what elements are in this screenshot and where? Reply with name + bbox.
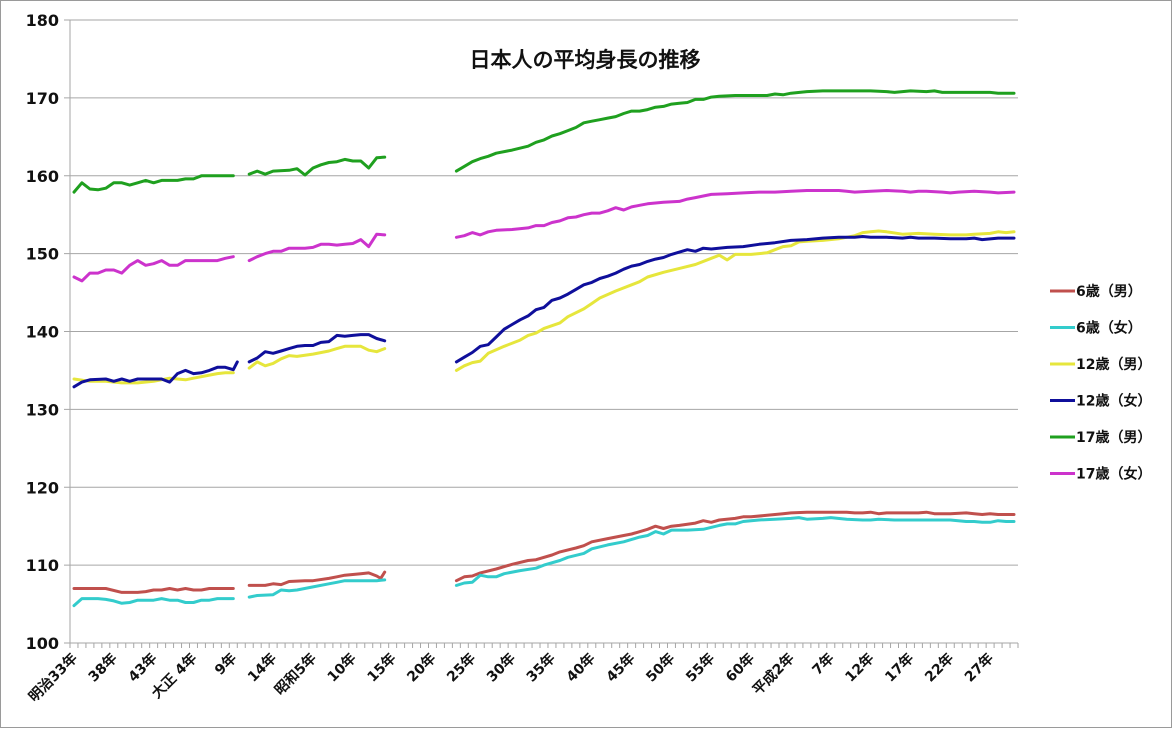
legend-item: 12歳（女）: [1050, 393, 1151, 410]
series-line-1: [247, 578, 387, 599]
y-tick-label: 120: [26, 478, 59, 497]
legend-label: 12歳（女）: [1076, 393, 1151, 410]
y-tick-label: 180: [26, 11, 59, 30]
series-line-0: [72, 587, 235, 594]
x-tick-label: 7年: [809, 650, 838, 679]
series-line-5: [454, 189, 1016, 239]
x-tick-label: 15年: [364, 650, 400, 686]
series-line-5: [72, 255, 235, 283]
x-tick-label: 55年: [682, 650, 718, 686]
y-tick-label: 160: [26, 167, 59, 186]
x-tick-label: 60年: [722, 650, 758, 686]
series-line-3: [454, 235, 1016, 364]
series-line-0: [247, 570, 387, 587]
y-tick-label: 100: [26, 634, 59, 653]
series-line-0: [454, 510, 1016, 583]
x-tick-label: 20年: [404, 650, 440, 686]
x-tick-label: 22年: [921, 650, 957, 686]
legend-item: 6歳（女）: [1050, 320, 1142, 337]
series-line-1: [454, 516, 1016, 587]
series-line-4: [247, 155, 387, 177]
series-line-1: [72, 597, 235, 608]
x-tick-label: 9年: [211, 650, 240, 679]
series-line-4: [72, 174, 235, 194]
x-tick-label: 38年: [85, 650, 121, 686]
series-line-4: [454, 89, 1016, 173]
y-tick-label: 140: [26, 323, 59, 342]
x-tick-label: 14年: [244, 650, 280, 686]
legend-label: 6歳（男）: [1076, 283, 1142, 300]
series-line-2: [454, 229, 1016, 372]
y-tick-label: 110: [26, 556, 59, 575]
legend-item: 6歳（男）: [1050, 283, 1142, 300]
series-line-5: [247, 232, 387, 263]
legend-label: 17歳（女）: [1076, 466, 1151, 483]
x-tick-label: 10年: [324, 650, 360, 686]
series-line-3: [247, 333, 387, 364]
x-tick-label: 50年: [643, 650, 679, 686]
chart-title: 日本人の平均身長の推移: [470, 48, 701, 72]
legend-label: 6歳（女）: [1076, 320, 1142, 337]
x-tick-label: 43年: [125, 650, 161, 686]
legend-item: 17歳（男）: [1050, 429, 1151, 446]
x-tick-label: 45年: [603, 650, 639, 686]
series-lines: [72, 89, 1016, 608]
legend-item: 12歳（男）: [1050, 356, 1151, 373]
x-tick-label: 17年: [882, 650, 918, 686]
legend-item: 17歳（女）: [1050, 466, 1151, 483]
series-line-3: [72, 360, 239, 389]
y-tick-label: 170: [26, 89, 59, 108]
series-line-2: [72, 371, 235, 385]
x-tick-label: 30年: [483, 650, 519, 686]
x-tick-label: 明治33年: [25, 650, 80, 705]
legend-label: 17歳（男）: [1076, 429, 1151, 446]
x-tick-label: 25年: [443, 650, 479, 686]
y-tick-label: 130: [26, 400, 59, 419]
legend: 6歳（男） 6歳（女） 12歳（男） 12歳（女） 17歳（男） 17歳（女）: [1050, 283, 1151, 483]
x-tick-label: 平成2年: [749, 650, 798, 699]
legend-label: 12歳（男）: [1076, 356, 1151, 373]
x-tick-label: 40年: [563, 650, 599, 686]
x-tick-label: 35年: [523, 650, 559, 686]
y-axis: 100 110 120 130 140 150 160 170 180: [26, 11, 71, 653]
x-tick-label: 12年: [842, 650, 878, 686]
x-tick-label: 27年: [961, 650, 997, 686]
y-tick-label: 150: [26, 245, 59, 264]
series-line-2: [247, 344, 387, 370]
x-tick-label: 昭和5年: [271, 650, 320, 699]
